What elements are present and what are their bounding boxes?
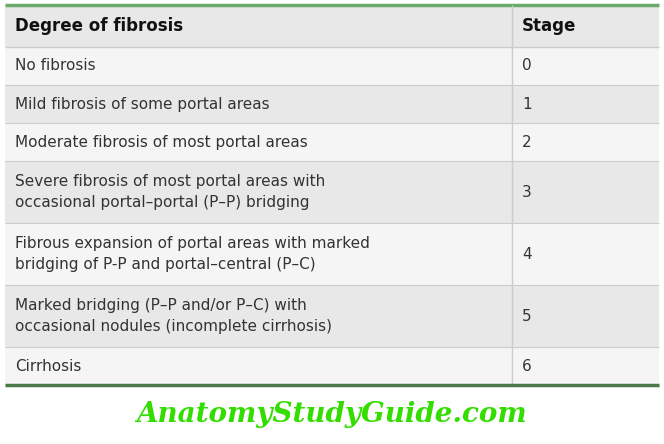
Bar bbox=[5, 47, 659, 85]
Bar bbox=[5, 85, 659, 123]
Text: No fibrosis: No fibrosis bbox=[15, 59, 96, 74]
Text: Degree of fibrosis: Degree of fibrosis bbox=[15, 17, 183, 35]
Bar bbox=[5, 123, 659, 161]
Text: AnatomyStudyGuide.com: AnatomyStudyGuide.com bbox=[137, 401, 527, 428]
Text: 5: 5 bbox=[522, 309, 531, 324]
Bar bbox=[5, 5, 659, 47]
Text: Fibrous expansion of portal areas with marked
bridging of P-P and portal–central: Fibrous expansion of portal areas with m… bbox=[15, 236, 370, 272]
Bar bbox=[5, 285, 659, 347]
Text: 0: 0 bbox=[522, 59, 531, 74]
Text: 3: 3 bbox=[522, 185, 532, 199]
Text: 6: 6 bbox=[522, 358, 532, 373]
Bar bbox=[5, 347, 659, 385]
Text: Marked bridging (P–P and/or P–C) with
occasional nodules (incomplete cirrhosis): Marked bridging (P–P and/or P–C) with oc… bbox=[15, 298, 332, 334]
Text: Stage: Stage bbox=[522, 17, 576, 35]
Text: Mild fibrosis of some portal areas: Mild fibrosis of some portal areas bbox=[15, 96, 270, 111]
Text: Moderate fibrosis of most portal areas: Moderate fibrosis of most portal areas bbox=[15, 135, 307, 150]
Text: 4: 4 bbox=[522, 246, 531, 262]
Text: 1: 1 bbox=[522, 96, 531, 111]
Bar bbox=[5, 161, 659, 223]
Text: Cirrhosis: Cirrhosis bbox=[15, 358, 82, 373]
Text: 2: 2 bbox=[522, 135, 531, 150]
Text: Severe fibrosis of most portal areas with
occasional portal–portal (P–P) bridgin: Severe fibrosis of most portal areas wit… bbox=[15, 174, 325, 210]
Bar bbox=[5, 223, 659, 285]
